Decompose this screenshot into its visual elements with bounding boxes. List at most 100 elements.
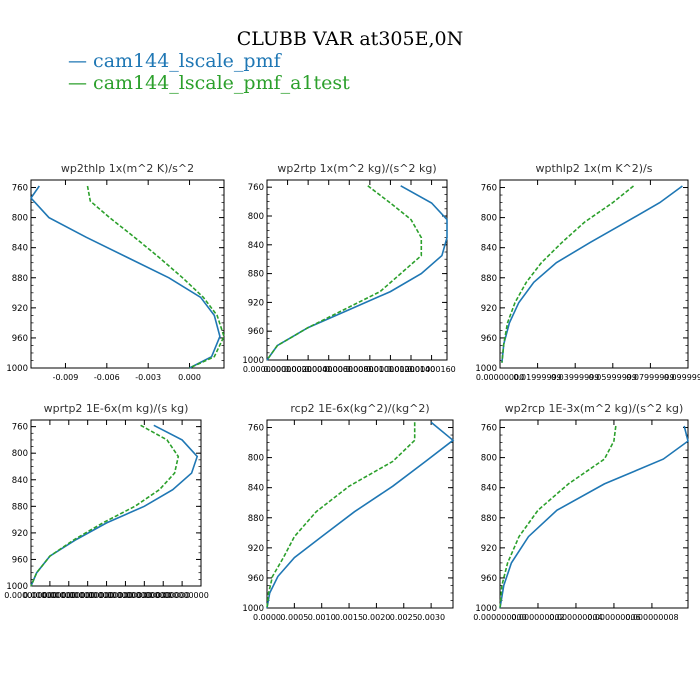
subplot-title: wpthlp2 1x(m K^2)/s bbox=[536, 162, 653, 175]
x-tick-label: 0.0000 bbox=[253, 613, 281, 622]
y-tick-label: 1000 bbox=[6, 364, 28, 374]
x-tick-label: 0.000000000 bbox=[61, 591, 114, 600]
y-tick-label: 920 bbox=[248, 544, 264, 554]
x-tick-label: 0.00000080 bbox=[325, 365, 373, 374]
y-tick-label: 800 bbox=[248, 454, 264, 464]
x-tick-label: 0.0020 bbox=[362, 613, 390, 622]
subplot-title: rcp2 1E-6x(kg^2)/(kg^2) bbox=[290, 402, 429, 415]
y-tick-label: 840 bbox=[481, 244, 497, 254]
y-tick-label: 800 bbox=[248, 212, 264, 222]
y-tick-label: 880 bbox=[12, 274, 28, 284]
y-tick-label: 840 bbox=[248, 241, 264, 251]
y-tick-label: 920 bbox=[12, 304, 28, 314]
subplot-5: wp2rcp 1E-3x(m^2 kg)/(s^2 kg) 760 800 840 88… bbox=[473, 402, 689, 622]
y-tick-label: 880 bbox=[248, 514, 264, 524]
x-tick-label: 0.000000000 bbox=[136, 591, 189, 600]
subplot-0: wp2thlp 1x(m^2 K)/s^2 760 800 840 880 920 960 1… bbox=[6, 162, 225, 382]
x-tick-label: 0.000000002 bbox=[511, 613, 564, 622]
x-tick-label: 0.00000140 bbox=[387, 365, 435, 374]
y-tick-label: 960 bbox=[12, 555, 28, 565]
x-tick-label: -0.009 bbox=[53, 373, 79, 382]
x-tick-label: 0.000000000 bbox=[155, 591, 208, 600]
legend-entry-green: — cam144_lscale_pmf_a1test bbox=[68, 72, 350, 94]
x-tick-label: 0.0030 bbox=[417, 613, 445, 622]
y-tick-label: 960 bbox=[248, 574, 264, 584]
x-tick-label: 0.000000000 bbox=[473, 613, 526, 622]
subplot-4: rcp2 1E-6x(kg^2)/(kg^2) 760 800 840 880 920 96… bbox=[242, 402, 455, 622]
x-tick-label: 0.00000000 bbox=[243, 365, 291, 374]
series-line-1 bbox=[499, 425, 617, 609]
x-tick-label: 0.0015 bbox=[335, 613, 363, 622]
x-tick-label: 0.00000040 bbox=[284, 365, 332, 374]
y-tick-label: 960 bbox=[481, 574, 497, 584]
x-tick-label: 0.000000008 bbox=[625, 613, 678, 622]
x-tick-label: 0.000000000 bbox=[99, 591, 152, 600]
x-tick-label: -0.006 bbox=[94, 373, 120, 382]
x-tick-label: -0.003 bbox=[135, 373, 161, 382]
plot-frame bbox=[30, 179, 225, 369]
y-tick-label: 760 bbox=[481, 424, 497, 434]
series-line-1 bbox=[86, 185, 225, 369]
plot-frame bbox=[266, 179, 448, 361]
plot-frame bbox=[266, 419, 454, 609]
y-tick-label: 760 bbox=[12, 184, 28, 194]
y-tick-label: 880 bbox=[12, 502, 28, 512]
subplot-3: wprtp2 1E-6x(m kg)/(s kg) 760 800 840 880 920… bbox=[4, 402, 209, 600]
y-tick-label: 920 bbox=[12, 529, 28, 539]
x-tick-label: 0.03999999 bbox=[551, 373, 599, 382]
y-tick-label: 880 bbox=[248, 270, 264, 280]
y-tick-label: 760 bbox=[481, 184, 497, 194]
x-tick-label: 0.000000000 bbox=[23, 591, 76, 600]
y-tick-label: 760 bbox=[248, 424, 264, 434]
series-line-1 bbox=[266, 422, 416, 609]
x-tick-label: 0.000000006 bbox=[587, 613, 640, 622]
y-tick-label: 800 bbox=[12, 214, 28, 224]
y-tick-label: 960 bbox=[481, 334, 497, 344]
y-tick-label: 1000 bbox=[6, 582, 28, 592]
subplot-title: wp2thlp 1x(m^2 K)/s^2 bbox=[61, 162, 194, 175]
x-tick-label: 0.000000000 bbox=[118, 591, 171, 600]
plot-frame bbox=[499, 419, 689, 609]
x-tick-label: 0.0005 bbox=[280, 613, 308, 622]
subplot-title: wp2rtp 1x(m^2 kg)/(s^2 kg) bbox=[277, 162, 436, 175]
plot-frame bbox=[499, 179, 689, 369]
x-tick-label: 0.05999999 bbox=[589, 373, 637, 382]
x-tick-label: 0.000000000 bbox=[4, 591, 57, 600]
x-tick-label: 0.01999999 bbox=[513, 373, 561, 382]
legend-label: cam144_lscale_pmf bbox=[93, 50, 281, 72]
y-tick-label: 1000 bbox=[242, 604, 264, 614]
y-tick-label: 920 bbox=[481, 544, 497, 554]
legend-line-marker: — bbox=[68, 50, 94, 72]
x-tick-label: 0.00000120 bbox=[366, 365, 414, 374]
series-line-0 bbox=[499, 425, 689, 609]
subplot-1: wp2rtp 1x(m^2 kg)/(s^2 kg) 760 800 840 880 92… bbox=[242, 162, 455, 374]
y-tick-label: 800 bbox=[12, 449, 28, 459]
series-line-0 bbox=[30, 424, 199, 587]
y-tick-label: 800 bbox=[481, 214, 497, 224]
legend-label: cam144_lscale_pmf_a1test bbox=[93, 72, 350, 94]
series-line-1 bbox=[501, 185, 635, 363]
legend-line-marker: — bbox=[68, 72, 94, 94]
x-tick-label: 0.000 bbox=[178, 373, 201, 382]
x-tick-label: 0.000000004 bbox=[549, 613, 602, 622]
y-tick-label: 1000 bbox=[475, 364, 497, 374]
y-tick-label: 960 bbox=[12, 334, 28, 344]
series-line-0 bbox=[501, 185, 683, 363]
x-tick-label: 0.00000020 bbox=[263, 365, 311, 374]
subplot-2: wpthlp2 1x(m K^2)/s 760 800 840 880 920 960 100… bbox=[475, 162, 700, 382]
series-line-0 bbox=[266, 421, 455, 609]
y-tick-label: 920 bbox=[481, 304, 497, 314]
x-tick-label: 0.0010 bbox=[308, 613, 336, 622]
y-tick-label: 960 bbox=[248, 327, 264, 337]
y-tick-label: 840 bbox=[248, 484, 264, 494]
subplot-title: wp2rcp 1E-3x(m^2 kg)/(s^2 kg) bbox=[505, 402, 684, 415]
y-tick-label: 1000 bbox=[242, 356, 264, 366]
y-tick-label: 920 bbox=[248, 298, 264, 308]
x-tick-label: 0.00000100 bbox=[346, 365, 394, 374]
x-tick-label: 0.00000160 bbox=[407, 365, 455, 374]
y-tick-label: 840 bbox=[12, 476, 28, 486]
y-tick-label: 880 bbox=[481, 514, 497, 524]
x-tick-label: 0.09999999 bbox=[664, 373, 700, 382]
series-line-1 bbox=[30, 424, 180, 587]
y-tick-label: 800 bbox=[481, 454, 497, 464]
